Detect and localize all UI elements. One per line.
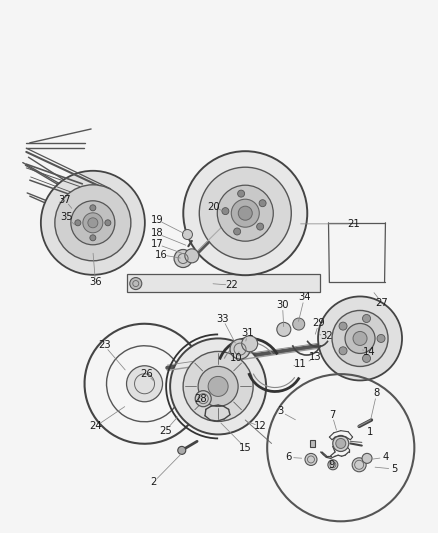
Text: 23: 23 bbox=[98, 341, 110, 350]
Circle shape bbox=[174, 249, 192, 268]
Text: 9: 9 bbox=[329, 460, 335, 470]
Circle shape bbox=[233, 228, 240, 235]
Text: 6: 6 bbox=[285, 453, 291, 462]
Circle shape bbox=[353, 332, 367, 345]
Circle shape bbox=[127, 366, 162, 402]
Polygon shape bbox=[310, 440, 315, 447]
Text: 16: 16 bbox=[155, 250, 168, 260]
Text: 4: 4 bbox=[382, 453, 389, 462]
Circle shape bbox=[332, 310, 388, 367]
Circle shape bbox=[238, 206, 252, 220]
Circle shape bbox=[195, 391, 211, 407]
Circle shape bbox=[242, 336, 258, 352]
Circle shape bbox=[170, 338, 266, 434]
Text: 36: 36 bbox=[89, 278, 102, 287]
Circle shape bbox=[362, 454, 372, 463]
Circle shape bbox=[199, 167, 291, 259]
Circle shape bbox=[183, 151, 307, 275]
Circle shape bbox=[345, 324, 375, 353]
Circle shape bbox=[55, 185, 131, 261]
Circle shape bbox=[231, 199, 259, 227]
Circle shape bbox=[328, 460, 338, 470]
Circle shape bbox=[208, 376, 228, 397]
Circle shape bbox=[90, 235, 96, 241]
Text: 28: 28 bbox=[194, 394, 207, 403]
Circle shape bbox=[238, 190, 244, 197]
Circle shape bbox=[257, 223, 264, 230]
Text: 34: 34 bbox=[298, 293, 311, 302]
Circle shape bbox=[277, 322, 291, 336]
Circle shape bbox=[183, 351, 253, 422]
Text: 27: 27 bbox=[375, 298, 389, 308]
Circle shape bbox=[90, 205, 96, 211]
Circle shape bbox=[83, 213, 103, 233]
Circle shape bbox=[185, 249, 199, 263]
Circle shape bbox=[363, 314, 371, 322]
Text: 19: 19 bbox=[150, 215, 163, 224]
Text: 26: 26 bbox=[140, 369, 153, 379]
Circle shape bbox=[339, 322, 347, 330]
Text: 30: 30 bbox=[276, 300, 289, 310]
Text: 32: 32 bbox=[320, 331, 332, 341]
Circle shape bbox=[217, 185, 273, 241]
Circle shape bbox=[75, 220, 81, 226]
Text: 24: 24 bbox=[89, 422, 102, 431]
Text: 12: 12 bbox=[254, 422, 267, 431]
Circle shape bbox=[318, 296, 402, 381]
Circle shape bbox=[71, 201, 115, 245]
Text: 2: 2 bbox=[150, 478, 156, 487]
Text: 21: 21 bbox=[347, 219, 360, 229]
Circle shape bbox=[105, 220, 111, 226]
Text: 1: 1 bbox=[367, 427, 373, 437]
Text: 17: 17 bbox=[150, 239, 163, 249]
Text: 8: 8 bbox=[374, 389, 380, 398]
Text: 3: 3 bbox=[277, 407, 283, 416]
Circle shape bbox=[352, 458, 366, 472]
Circle shape bbox=[259, 200, 266, 207]
Text: 29: 29 bbox=[312, 318, 325, 328]
Text: 33: 33 bbox=[216, 314, 229, 324]
Circle shape bbox=[333, 435, 349, 451]
Text: 5: 5 bbox=[391, 464, 397, 474]
Circle shape bbox=[339, 347, 347, 355]
Circle shape bbox=[305, 454, 317, 465]
Text: 7: 7 bbox=[329, 410, 335, 419]
Circle shape bbox=[130, 278, 142, 289]
Circle shape bbox=[183, 230, 192, 239]
Text: 11: 11 bbox=[293, 359, 307, 368]
Text: 35: 35 bbox=[60, 213, 73, 222]
Text: 25: 25 bbox=[159, 426, 172, 435]
Text: 20: 20 bbox=[208, 202, 220, 212]
Circle shape bbox=[336, 439, 346, 448]
Text: 18: 18 bbox=[151, 229, 163, 238]
Circle shape bbox=[198, 366, 238, 407]
Text: 14: 14 bbox=[363, 347, 375, 357]
Circle shape bbox=[377, 334, 385, 343]
Text: 10: 10 bbox=[230, 353, 243, 363]
Circle shape bbox=[230, 339, 250, 359]
Circle shape bbox=[222, 208, 229, 215]
Text: 13: 13 bbox=[309, 352, 321, 362]
Text: 31: 31 bbox=[241, 328, 254, 338]
Circle shape bbox=[41, 171, 145, 275]
Circle shape bbox=[363, 354, 371, 362]
Circle shape bbox=[178, 446, 186, 455]
Text: 15: 15 bbox=[239, 443, 252, 453]
Circle shape bbox=[293, 318, 305, 330]
Text: 22: 22 bbox=[225, 280, 238, 290]
Text: 37: 37 bbox=[59, 195, 71, 205]
Polygon shape bbox=[127, 274, 320, 292]
Circle shape bbox=[88, 218, 98, 228]
